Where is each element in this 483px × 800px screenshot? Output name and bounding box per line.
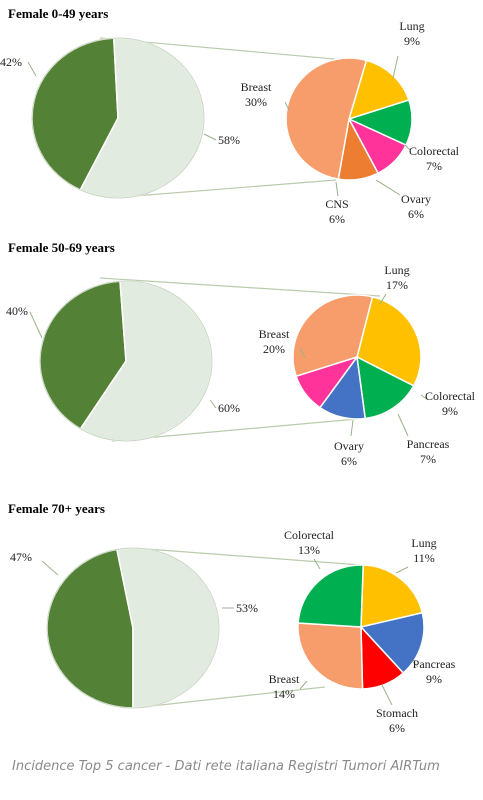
detail-value-lung: 11% — [413, 551, 435, 565]
detail-value-breast: 30% — [245, 95, 267, 109]
connector-line — [132, 547, 362, 566]
detail-value-ovary: 6% — [408, 207, 424, 221]
detail-slice-breast — [297, 622, 364, 690]
pie-of-pie-chart: 42%58%Lung9%Colorectal7%Ovary6%CNS6%Brea… — [0, 19, 460, 226]
leader-line — [392, 55, 399, 79]
main-pie-label: 40% — [6, 304, 28, 318]
detail-label-breast: Breast — [259, 327, 290, 341]
detail-slice-pancreas — [359, 611, 425, 675]
chart-panel-1: Female 50-69 years 40% 60% Lung 17% Colorect… — [0, 240, 483, 490]
figure-caption: Incidence Top 5 cancer - Dati rete itali… — [12, 759, 440, 774]
chart-title: Female 50-69 years — [8, 240, 115, 255]
main-pie-outline — [39, 280, 213, 442]
detail-label-breast: Breast — [241, 80, 272, 94]
detail-label-cns: CNS — [325, 197, 348, 211]
leader-line — [27, 61, 37, 77]
detail-label-colorectal: Colorectal — [425, 389, 476, 403]
leader-line — [209, 399, 217, 409]
detail-label-breast: Breast — [269, 672, 300, 686]
leader-line — [299, 347, 306, 359]
detail-value-colorectal: 13% — [298, 543, 320, 557]
detail-slice-lung — [360, 564, 424, 628]
connector-line — [109, 179, 337, 199]
detail-slice-breast — [292, 294, 374, 378]
detail-label-lung: Lung — [384, 263, 409, 277]
detail-label-colorectal: Colorectal — [284, 528, 335, 542]
chart-panel-2: Female 70+ years 47% 53% Lung 11% Pancreas 9%… — [0, 495, 483, 750]
main-pie-label: 53% — [236, 601, 258, 615]
detail-value-stomach: 6% — [389, 721, 405, 735]
detail-value-colorectal: 7% — [426, 159, 442, 173]
detail-label-colorectal: Colorectal — [409, 144, 460, 158]
detail-label-lung: Lung — [399, 19, 424, 33]
detail-label-pancreas: Pancreas — [413, 657, 456, 671]
detail-slice-colorectal — [297, 564, 364, 628]
detail-label-ovary: Ovary — [334, 439, 364, 453]
detail-label-stomach: Stomach — [376, 706, 418, 720]
leader-line — [29, 311, 43, 339]
leader-line — [420, 394, 429, 401]
detail-label-lung: Lung — [411, 536, 436, 550]
leader-line — [299, 680, 308, 690]
detail-value-cns: 6% — [329, 212, 345, 226]
detail-value-pancreas: 9% — [426, 672, 442, 686]
leader-line — [350, 419, 354, 437]
chart-title: Female 70+ years — [8, 501, 105, 516]
leader-line — [395, 566, 409, 574]
connector-line — [132, 686, 326, 709]
detail-value-pancreas: 7% — [420, 452, 436, 466]
detail-slice-colorectal — [356, 355, 415, 420]
leader-line — [379, 293, 387, 305]
detail-value-breast: 20% — [263, 342, 285, 356]
main-pie-slice-other — [46, 548, 134, 709]
leader-line — [284, 101, 290, 111]
main-pie-label: 47% — [10, 550, 32, 564]
connector-line — [99, 277, 381, 297]
detail-value-lung: 17% — [386, 278, 408, 292]
leader-line — [203, 133, 217, 141]
detail-label-ovary: Ovary — [401, 192, 431, 206]
detail-value-breast: 14% — [273, 687, 295, 701]
detail-value-colorectal: 9% — [442, 404, 458, 418]
detail-value-ovary: 6% — [341, 454, 357, 468]
chart-title: Female 0-49 years — [8, 6, 109, 21]
leader-line — [381, 684, 393, 706]
main-pie-label: 42% — [0, 55, 22, 69]
leader-line — [411, 660, 419, 668]
leader-line — [41, 560, 59, 576]
leader-line — [375, 179, 401, 196]
chart-panel-0: Female 0-49 years 42% 58% Lung 9% Colorectal… — [0, 0, 483, 240]
leader-line — [313, 558, 321, 570]
leader-line — [397, 413, 409, 437]
main-pie-label: 60% — [218, 401, 240, 415]
detail-slice-breast — [285, 57, 368, 180]
detail-label-pancreas: Pancreas — [407, 437, 450, 451]
leader-line — [404, 144, 411, 151]
main-pie-outline — [46, 547, 220, 709]
main-pie-label: 58% — [218, 133, 240, 147]
detail-value-lung: 9% — [404, 34, 420, 48]
main-pie-outline — [31, 37, 205, 199]
leader-line — [335, 181, 339, 197]
